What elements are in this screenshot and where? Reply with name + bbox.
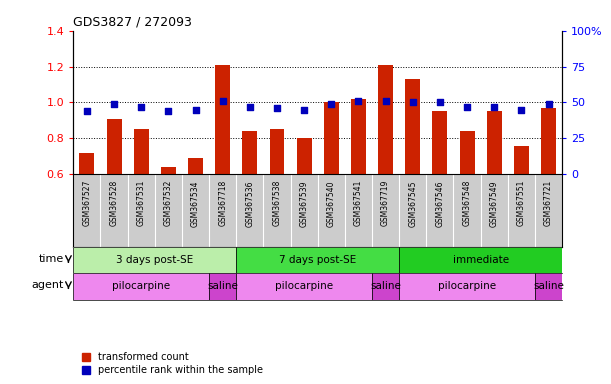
Bar: [269, 129, 285, 174]
Text: GSM367534: GSM367534: [191, 180, 200, 227]
Text: GSM367545: GSM367545: [408, 180, 417, 227]
Point: [164, 108, 174, 114]
Bar: [399, 247, 562, 273]
Text: pilocarpine: pilocarpine: [438, 281, 496, 291]
Bar: [535, 273, 562, 300]
Bar: [236, 273, 372, 300]
Point: [245, 104, 255, 110]
Bar: [405, 79, 420, 174]
Bar: [514, 146, 529, 174]
Bar: [372, 273, 399, 300]
Point: [136, 104, 146, 110]
Text: GSM367548: GSM367548: [463, 180, 472, 227]
Point: [191, 107, 200, 113]
Bar: [161, 167, 176, 174]
Text: immediate: immediate: [453, 255, 509, 265]
Bar: [324, 103, 338, 174]
Bar: [243, 131, 257, 174]
Text: GSM367541: GSM367541: [354, 180, 363, 227]
Text: GSM367531: GSM367531: [137, 180, 145, 227]
Bar: [106, 119, 122, 174]
Bar: [73, 273, 209, 300]
Bar: [487, 111, 502, 174]
Point: [218, 98, 227, 104]
Text: saline: saline: [207, 281, 238, 291]
Point: [435, 99, 445, 106]
Text: saline: saline: [370, 281, 401, 291]
Bar: [188, 158, 203, 174]
Bar: [215, 65, 230, 174]
Bar: [541, 108, 556, 174]
Text: GSM367538: GSM367538: [273, 180, 282, 227]
Legend: transformed count, percentile rank within the sample: transformed count, percentile rank withi…: [78, 348, 266, 379]
Text: GSM367549: GSM367549: [490, 180, 499, 227]
Bar: [73, 247, 236, 273]
Bar: [236, 247, 399, 273]
Bar: [459, 131, 475, 174]
Text: GSM367540: GSM367540: [327, 180, 336, 227]
Bar: [351, 99, 366, 174]
Point: [272, 105, 282, 111]
Text: pilocarpine: pilocarpine: [112, 281, 170, 291]
Point: [544, 101, 554, 107]
Text: time: time: [38, 254, 64, 264]
Text: GSM367532: GSM367532: [164, 180, 173, 227]
Text: GSM367546: GSM367546: [436, 180, 444, 227]
Bar: [134, 129, 148, 174]
Text: GSM367527: GSM367527: [82, 180, 92, 227]
Text: saline: saline: [533, 281, 564, 291]
Bar: [433, 111, 447, 174]
Text: pilocarpine: pilocarpine: [275, 281, 333, 291]
Bar: [399, 273, 535, 300]
Text: GSM367719: GSM367719: [381, 180, 390, 227]
Bar: [378, 65, 393, 174]
Text: GSM367551: GSM367551: [517, 180, 526, 227]
Point: [489, 104, 499, 110]
Bar: [297, 138, 312, 174]
Text: GSM367721: GSM367721: [544, 180, 553, 226]
Text: GDS3827 / 272093: GDS3827 / 272093: [73, 15, 192, 28]
Text: GSM367718: GSM367718: [218, 180, 227, 226]
Text: GSM367536: GSM367536: [246, 180, 254, 227]
Point: [381, 98, 390, 104]
Text: GSM367539: GSM367539: [299, 180, 309, 227]
Text: GSM367528: GSM367528: [109, 180, 119, 226]
Point: [462, 104, 472, 110]
Point: [408, 99, 418, 106]
Text: agent: agent: [31, 280, 64, 290]
Point: [82, 108, 92, 114]
Text: 3 days post-SE: 3 days post-SE: [116, 255, 194, 265]
Bar: [209, 273, 236, 300]
Text: 7 days post-SE: 7 days post-SE: [279, 255, 356, 265]
Point: [299, 107, 309, 113]
Point: [354, 98, 364, 104]
Point: [326, 101, 336, 107]
Point: [516, 107, 526, 113]
Bar: [79, 153, 94, 174]
Point: [109, 101, 119, 107]
